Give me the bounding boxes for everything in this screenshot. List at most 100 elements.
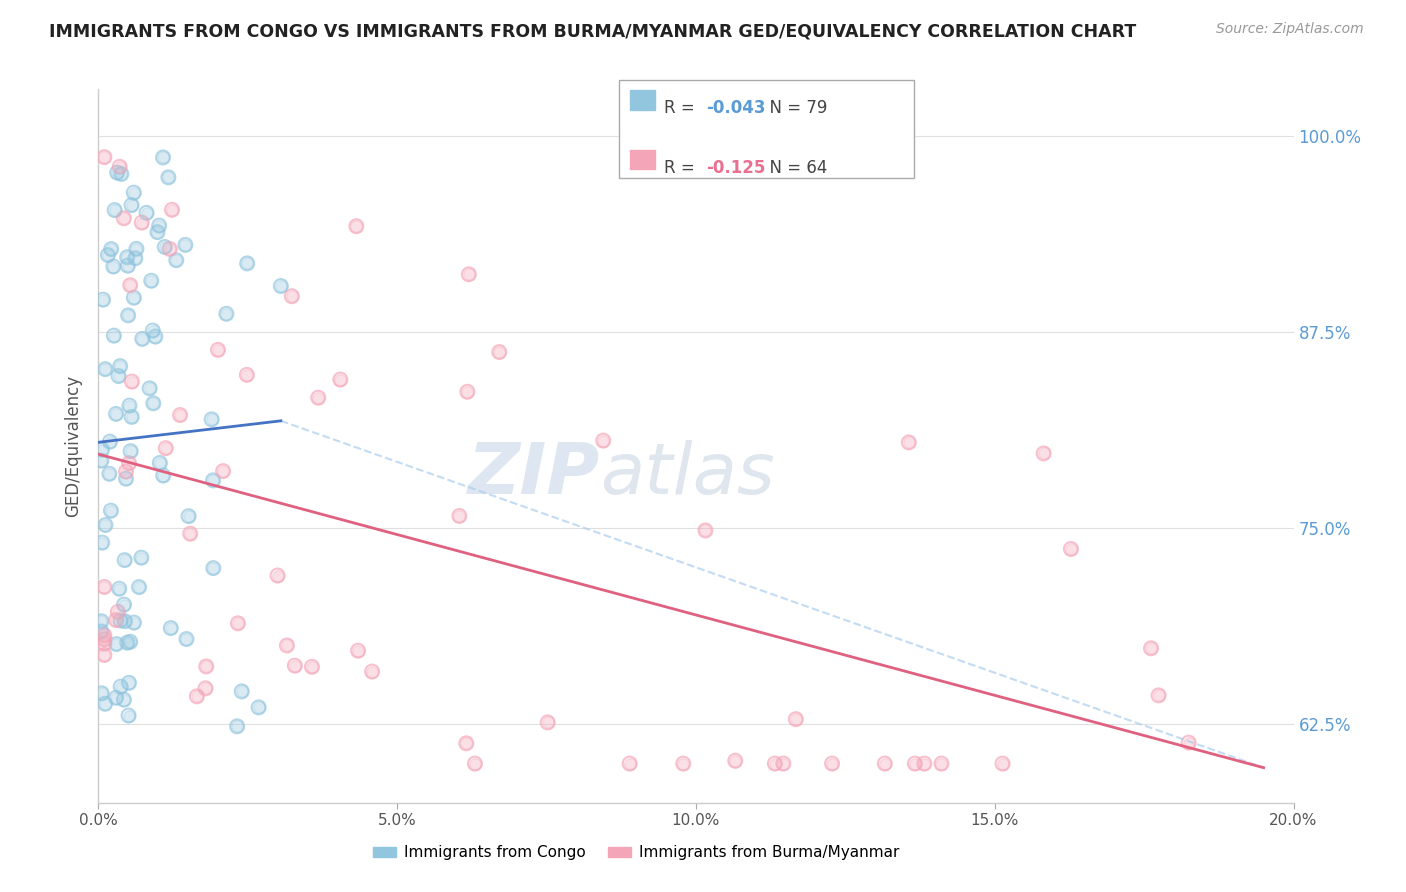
Point	[1147, 689, 1170, 703]
Point	[108, 359, 131, 373]
Point	[207, 343, 229, 357]
Point	[105, 690, 128, 705]
Point	[488, 345, 510, 359]
Point	[138, 381, 160, 395]
Point	[186, 690, 208, 704]
Y-axis label: GED/Equivalency: GED/Equivalency	[65, 375, 83, 517]
Point	[247, 700, 270, 714]
Point	[1060, 541, 1083, 556]
Point	[145, 329, 167, 343]
Point	[456, 384, 478, 399]
Point	[772, 756, 794, 771]
Point	[785, 712, 807, 726]
Point	[195, 659, 218, 673]
Point	[897, 435, 920, 450]
Point	[247, 700, 270, 714]
Point	[100, 503, 122, 517]
Point	[592, 434, 614, 448]
Text: R =: R =	[664, 159, 700, 177]
Point	[141, 274, 163, 288]
Point	[165, 253, 187, 268]
Point	[135, 206, 157, 220]
Point	[100, 242, 122, 256]
Point	[103, 260, 125, 274]
Point	[1060, 541, 1083, 556]
Point	[1177, 736, 1199, 750]
Point	[456, 736, 478, 750]
Point	[93, 628, 115, 642]
Point	[449, 508, 471, 523]
Point	[142, 324, 165, 338]
Point	[1177, 736, 1199, 750]
Point	[98, 467, 121, 481]
Point	[146, 225, 169, 239]
Point	[344, 219, 367, 234]
Point	[146, 225, 169, 239]
Point	[122, 186, 145, 200]
Point	[457, 268, 479, 282]
Point	[179, 526, 201, 541]
Point	[105, 613, 128, 627]
Point	[90, 686, 112, 700]
Point	[91, 535, 114, 549]
Point	[90, 453, 112, 467]
Point	[176, 632, 198, 646]
Point	[159, 621, 181, 635]
Point	[91, 293, 114, 307]
Point	[194, 681, 217, 696]
Point	[537, 715, 560, 730]
Legend: Immigrants from Congo, Immigrants from Burma/Myanmar: Immigrants from Congo, Immigrants from B…	[367, 839, 905, 866]
Point	[121, 198, 143, 212]
Point	[157, 170, 180, 185]
Point	[138, 381, 160, 395]
Point	[763, 756, 786, 771]
Point	[98, 434, 121, 449]
Point	[464, 756, 486, 771]
Point	[276, 639, 298, 653]
Point	[186, 690, 208, 704]
Point	[695, 524, 717, 538]
Point	[153, 240, 176, 254]
Point	[120, 634, 142, 648]
Point	[115, 472, 138, 486]
Point	[120, 278, 142, 293]
Point	[179, 526, 201, 541]
Point	[142, 324, 165, 338]
Point	[456, 384, 478, 399]
Point	[155, 441, 177, 455]
Point	[266, 568, 288, 582]
Point	[114, 614, 136, 628]
Point	[145, 329, 167, 343]
Point	[270, 279, 292, 293]
Point	[97, 248, 120, 262]
Point	[115, 472, 138, 486]
Point	[231, 684, 253, 698]
Point	[103, 328, 125, 343]
Point	[125, 242, 148, 256]
Point	[897, 435, 920, 450]
Point	[94, 697, 117, 711]
Point	[107, 369, 129, 384]
Point	[91, 535, 114, 549]
Point	[112, 692, 135, 706]
Point	[115, 465, 138, 479]
Point	[619, 756, 641, 771]
Point	[177, 509, 200, 524]
Point	[284, 658, 307, 673]
Point	[148, 219, 170, 233]
Point	[105, 166, 128, 180]
Point	[991, 756, 1014, 771]
Point	[90, 624, 112, 639]
Point	[329, 373, 352, 387]
Point	[152, 468, 174, 483]
Point	[94, 518, 117, 533]
Point	[177, 509, 200, 524]
Point	[152, 468, 174, 483]
Point	[785, 712, 807, 726]
Point	[724, 754, 747, 768]
Point	[120, 444, 142, 458]
Text: ZIP: ZIP	[468, 440, 600, 509]
Point	[121, 375, 143, 389]
Text: IMMIGRANTS FROM CONGO VS IMMIGRANTS FROM BURMA/MYANMAR GED/EQUIVALENCY CORRELATI: IMMIGRANTS FROM CONGO VS IMMIGRANTS FROM…	[49, 22, 1136, 40]
Point	[236, 256, 259, 270]
